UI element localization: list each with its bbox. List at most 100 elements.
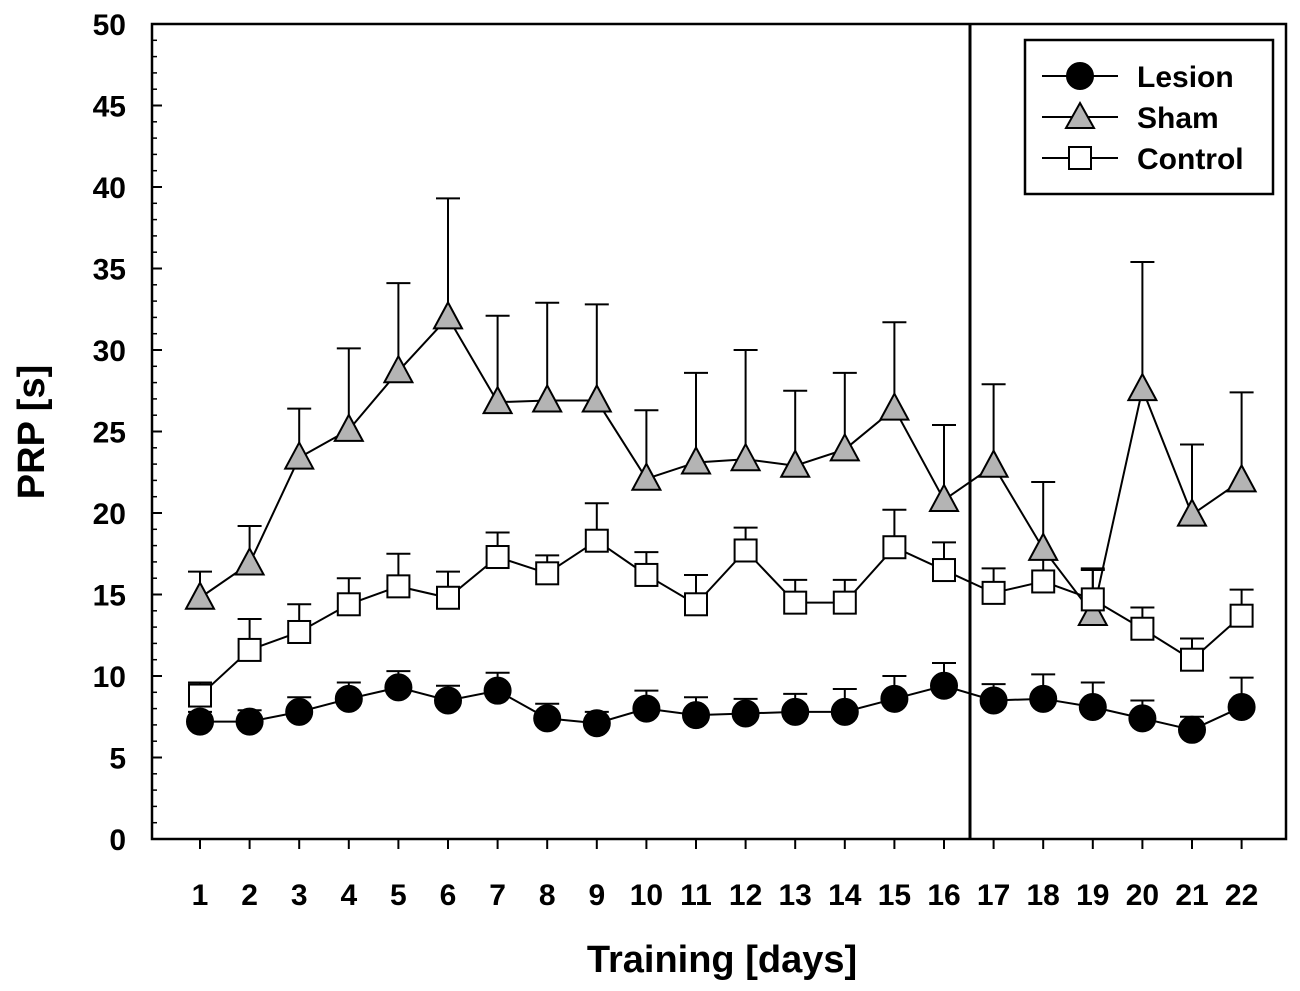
sham-point (1027, 531, 1059, 561)
x-tick-label: 9 (588, 879, 605, 912)
legend-marker-control (1068, 146, 1092, 170)
lesion-point (434, 686, 462, 715)
control-point (832, 590, 857, 615)
x-tick-label: 22 (1225, 879, 1258, 912)
x-tick-label: 15 (878, 879, 911, 912)
lesion-series-line (200, 684, 1243, 731)
lesion-point (930, 671, 958, 700)
control-point (535, 561, 560, 586)
lesion-point (880, 684, 909, 713)
control-point (485, 545, 510, 570)
y-tick-label: 5 (109, 743, 126, 776)
control-point (336, 592, 361, 617)
plot-frame (150, 22, 1288, 841)
legend-marker-sham (1064, 100, 1096, 129)
x-axis-title: Training [days] (587, 939, 857, 981)
control-point (436, 585, 460, 610)
lesion-point (830, 697, 859, 726)
legend-label-control: Control (1137, 143, 1244, 176)
y-tick-label: 15 (93, 580, 126, 613)
lesion-point (979, 686, 1008, 715)
lesion-point (334, 684, 363, 713)
sham-point (333, 412, 365, 442)
y-tick-label: 20 (93, 498, 126, 531)
x-tick-label: 5 (390, 879, 407, 912)
x-tick-label: 1 (192, 879, 209, 912)
lesion-point (384, 673, 413, 702)
sham-point (1176, 497, 1208, 527)
sham-point (630, 461, 663, 491)
x-tick-label: 8 (539, 879, 556, 912)
x-tick-label: 17 (977, 879, 1010, 912)
sham-point (481, 385, 514, 415)
lesion-point (285, 697, 314, 726)
sham-point (581, 383, 613, 413)
sham-point (283, 440, 315, 470)
sham-series-line (199, 315, 1243, 617)
error-bars (188, 197, 1254, 730)
control-point (684, 592, 708, 617)
sham-point (382, 354, 415, 384)
lesion-point (731, 699, 760, 728)
control-point (1080, 587, 1105, 612)
y-tick-label: 30 (93, 335, 126, 368)
sham-point (184, 580, 216, 610)
control-point (932, 558, 956, 583)
lesion-point (483, 676, 512, 705)
lesion-point (582, 709, 611, 738)
control-point (733, 538, 758, 563)
control-point (287, 619, 312, 644)
lesion-point (1128, 704, 1157, 733)
lesion-point (186, 707, 214, 736)
control-point (584, 528, 609, 553)
control-point (981, 580, 1006, 605)
sham-point (928, 482, 960, 512)
sham-point (878, 391, 911, 421)
control-point (783, 590, 808, 615)
sham-point (977, 448, 1010, 478)
y-axis-title: PRP [s] (11, 365, 53, 499)
x-tick-label: 18 (1027, 879, 1060, 912)
sham-point (829, 432, 861, 462)
sham-point (680, 445, 712, 475)
control-point (1130, 616, 1155, 641)
x-tick-label: 21 (1175, 879, 1208, 912)
sham-point (729, 442, 762, 472)
series-lines (199, 315, 1243, 731)
lesion-point (632, 694, 661, 723)
sham-point (432, 300, 464, 330)
x-tick-label: 4 (340, 879, 357, 912)
control-point (1180, 647, 1204, 672)
control-point (1229, 603, 1254, 628)
legend-marker-lesion (1066, 62, 1094, 90)
legend: Lesion Sham Control (1023, 38, 1275, 196)
control-series-line (199, 539, 1243, 697)
sham-point (779, 448, 811, 478)
x-tick-label: 13 (779, 879, 812, 912)
lesion-point (781, 697, 810, 726)
control-point (634, 562, 659, 587)
sham-point (1126, 372, 1159, 402)
y-tick-label: 25 (93, 417, 126, 450)
x-tick-label: 6 (440, 879, 457, 912)
x-tick-label: 2 (241, 879, 258, 912)
lesion-point (235, 707, 264, 736)
x-tick-label: 19 (1076, 879, 1109, 912)
control-point (386, 574, 411, 599)
y-tick-label: 0 (109, 824, 126, 857)
sham-point (233, 546, 266, 576)
legend-label-sham: Sham (1137, 102, 1219, 135)
x-tick-label: 20 (1126, 879, 1159, 912)
x-tick-label: 10 (630, 879, 663, 912)
control-point (237, 637, 262, 662)
x-tick-label: 16 (927, 879, 960, 912)
x-tick-label: 3 (291, 879, 308, 912)
lesion-point (682, 701, 710, 730)
x-tick-label: 12 (729, 879, 762, 912)
y-tick-label: 45 (93, 91, 126, 124)
y-tick-label: 50 (93, 9, 126, 42)
lesion-point (1178, 715, 1206, 744)
sham-point (1225, 463, 1258, 493)
